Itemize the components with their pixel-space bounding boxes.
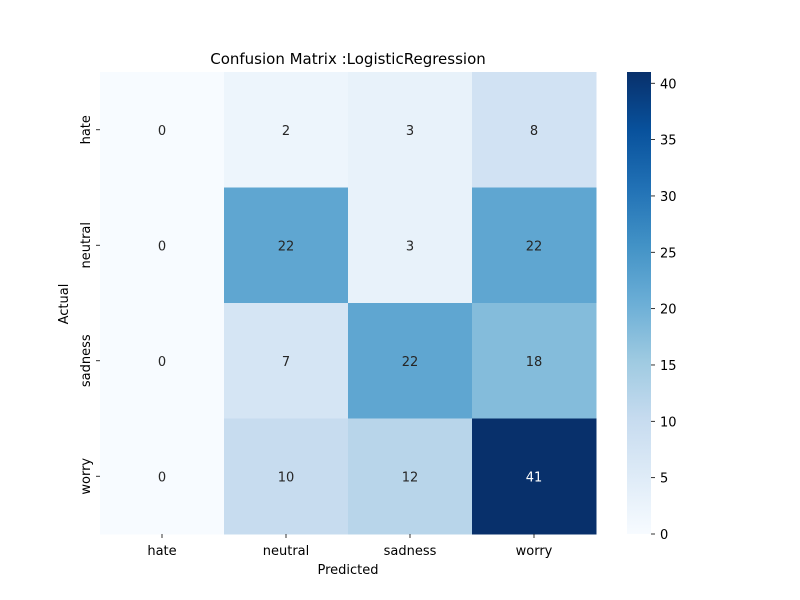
x-tick-label-neutral: neutral <box>263 544 310 559</box>
cell-value-sadness-worry: 18 <box>526 355 543 370</box>
heatmap-cells <box>100 72 597 535</box>
cell-value-neutral-sadness: 3 <box>406 239 414 254</box>
heatmap-cell-sadness-worry <box>472 303 597 419</box>
heatmap-cell-neutral-sadness <box>348 187 473 304</box>
colorbar <box>627 72 651 534</box>
cell-value-hate-neutral: 2 <box>282 124 290 139</box>
cell-value-worry-sadness: 12 <box>402 470 419 485</box>
chart-title: Confusion Matrix :LogisticRegression <box>210 50 486 68</box>
heatmap-cell-worry-neutral <box>224 418 349 535</box>
cell-value-hate-sadness: 3 <box>406 124 414 139</box>
y-tick-label-worry: worry <box>79 458 94 495</box>
cell-value-hate-worry: 8 <box>530 124 538 139</box>
heatmap-cell-worry-worry <box>472 418 597 535</box>
colorbar-tick-label-40: 40 <box>660 77 677 92</box>
y-tick-label-sadness: sadness <box>79 334 94 387</box>
heatmap-cell-neutral-neutral <box>224 187 349 304</box>
cell-value-neutral-worry: 22 <box>526 239 543 254</box>
cell-value-sadness-neutral: 7 <box>282 355 290 370</box>
colorbar-tick-label-20: 20 <box>660 303 677 318</box>
cell-value-hate-hate: 0 <box>158 124 166 139</box>
heatmap-cell-neutral-hate <box>100 187 225 304</box>
cell-annotations: 0 2 3 8 0 22 3 22 0 7 22 18 0 10 12 41 <box>158 124 542 486</box>
y-tick-label-hate: hate <box>79 115 94 144</box>
x-axis-ticks: hate neutral sadness worry <box>147 534 553 559</box>
colorbar-tick-label-15: 15 <box>660 359 677 374</box>
y-tick-label-neutral: neutral <box>79 222 94 269</box>
cell-value-sadness-hate: 0 <box>158 355 166 370</box>
heatmap-cell-neutral-worry <box>472 187 597 304</box>
heatmap-cell-sadness-sadness <box>348 303 473 419</box>
colorbar-tick-label-5: 5 <box>660 472 668 487</box>
x-tick-label-worry: worry <box>516 544 553 559</box>
colorbar-tick-label-30: 30 <box>660 190 677 205</box>
x-tick-label-sadness: sadness <box>384 544 437 559</box>
colorbar-tick-label-35: 35 <box>660 134 677 149</box>
colorbar-tick-label-25: 25 <box>660 246 677 261</box>
cell-value-neutral-hate: 0 <box>158 239 166 254</box>
colorbar-ticks: 0 5 10 15 20 25 30 35 40 <box>651 77 677 543</box>
heatmap-cell-hate-neutral <box>224 72 349 188</box>
heatmap-cell-hate-worry <box>472 72 597 188</box>
heatmap-cell-sadness-hate <box>100 303 225 419</box>
heatmap-cell-hate-hate <box>100 72 225 188</box>
heatmap-cell-sadness-neutral <box>224 303 349 419</box>
cell-value-worry-hate: 0 <box>158 470 166 485</box>
x-axis-label: Predicted <box>317 563 378 578</box>
y-axis-ticks: hate neutral sadness worry <box>79 115 100 495</box>
heatmap-cell-worry-sadness <box>348 418 473 535</box>
x-tick-label-hate: hate <box>147 544 176 559</box>
y-axis-label: Actual <box>57 284 72 325</box>
heatmap-cell-worry-hate <box>100 418 225 535</box>
cell-value-worry-neutral: 10 <box>278 470 295 485</box>
cell-value-neutral-neutral: 22 <box>278 239 295 254</box>
colorbar-tick-label-10: 10 <box>660 415 677 430</box>
heatmap-cell-hate-sadness <box>348 72 473 188</box>
cell-value-sadness-sadness: 22 <box>402 355 419 370</box>
colorbar-tick-label-0: 0 <box>660 528 668 543</box>
cell-value-worry-worry: 41 <box>526 470 543 485</box>
